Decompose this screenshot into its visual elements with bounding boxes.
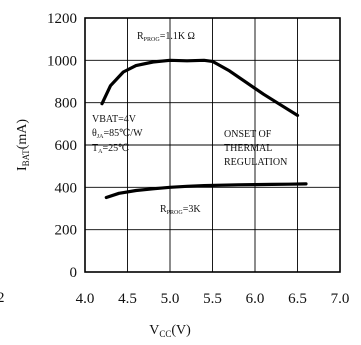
series-2-point [305, 183, 307, 185]
y-tick-label: 400 [55, 180, 78, 196]
series-1-point [203, 59, 205, 62]
condition-ta-value: =25℃ [102, 143, 129, 154]
condition-theta-value: =85℃/W [103, 128, 143, 139]
x-tick-label: 6.5 [288, 291, 307, 307]
series-2-point [254, 183, 256, 186]
series-1-line [100, 58, 300, 118]
series-2-point [288, 183, 290, 185]
series-1-point [122, 71, 125, 73]
condition-vbat: VBAT=4V [92, 114, 137, 125]
x-tick-label: 5.5 [203, 291, 222, 307]
series-1-label-main: R [137, 31, 144, 42]
x-tick-label: 5.0 [161, 291, 180, 307]
series-2-point [135, 189, 137, 192]
series-2-point [169, 186, 171, 189]
condition-ta-sub: A [98, 149, 103, 155]
series-2-point [203, 184, 205, 187]
y-tick-label: 800 [55, 96, 78, 112]
condition-theta: θJA=85℃/W [92, 128, 143, 140]
series-1-point [109, 84, 112, 87]
condition-theta-symbol: θ [92, 128, 97, 139]
series-1-point [186, 59, 188, 62]
series-1-point [245, 81, 248, 84]
x-axis-title-sub: CC [159, 329, 171, 339]
series-1-point [211, 60, 214, 63]
series-2-point [118, 192, 120, 195]
series-1-point [228, 70, 231, 72]
x-tick-label: 4.5 [118, 291, 137, 307]
series-2-point [237, 183, 239, 186]
series-1-label-sub: PROG [144, 37, 161, 43]
y-tick-label: 0 [70, 265, 78, 281]
series-1-point [101, 102, 103, 105]
y-axis-title-sub: BAT [21, 149, 31, 167]
series-2-label-sub: PROG [167, 210, 184, 216]
series-1-label: RPROG=1.1K Ω [137, 31, 195, 43]
series-2-label: RPROG=3K [160, 204, 201, 216]
series-1-point [262, 93, 265, 95]
series-2-point [271, 183, 273, 186]
series-layer [100, 58, 308, 200]
edge-fragment: 2 [0, 290, 5, 306]
series-1-point [152, 61, 154, 63]
series-1-point [169, 59, 171, 62]
series-1-label-value: =1.1K Ω [160, 31, 195, 42]
condition-theta-sub: JA [97, 134, 104, 140]
x-tick-label: 4.0 [76, 291, 95, 307]
series-2-label-main: R [160, 204, 167, 215]
condition-ta-symbol: T [92, 143, 98, 154]
x-tick-label: 6.0 [246, 291, 265, 307]
series-2-point [220, 184, 222, 187]
series-2-point [152, 188, 154, 190]
y-tick-label: 1000 [47, 53, 77, 69]
y-tick-label: 600 [55, 138, 78, 154]
series-1-point [135, 64, 137, 67]
y-tick-label: 200 [55, 223, 78, 239]
x-axis-title-unit: (V) [171, 323, 191, 338]
series-2-point [105, 196, 108, 199]
series-1-point [279, 103, 282, 106]
series-2-point [186, 185, 188, 188]
series-2-label-value: =3K [183, 204, 202, 215]
condition-ta: TA=25℃ [92, 143, 129, 155]
annotation-line-3: REGULATION [224, 157, 287, 168]
x-tick-label: 7.0 [331, 291, 350, 307]
annotation-line-1: ONSET OF [224, 129, 272, 140]
annotation-line-2: THERMAL [224, 143, 272, 154]
y-axis-title-unit: (mA) [15, 119, 30, 150]
y-axis-title: IBAT(mA) [15, 119, 31, 171]
y-axis-title-main: I [15, 166, 30, 171]
tick-layer: 0 200 400 600 800 1000 1200 4.0 4.5 5.0 5.5 6.0 6.5 7… [47, 11, 349, 307]
x-axis-title: VCC(V) [149, 323, 191, 339]
y-tick-label: 1200 [47, 11, 77, 27]
x-axis-title-main: V [149, 323, 159, 338]
series-1-point [296, 114, 299, 117]
